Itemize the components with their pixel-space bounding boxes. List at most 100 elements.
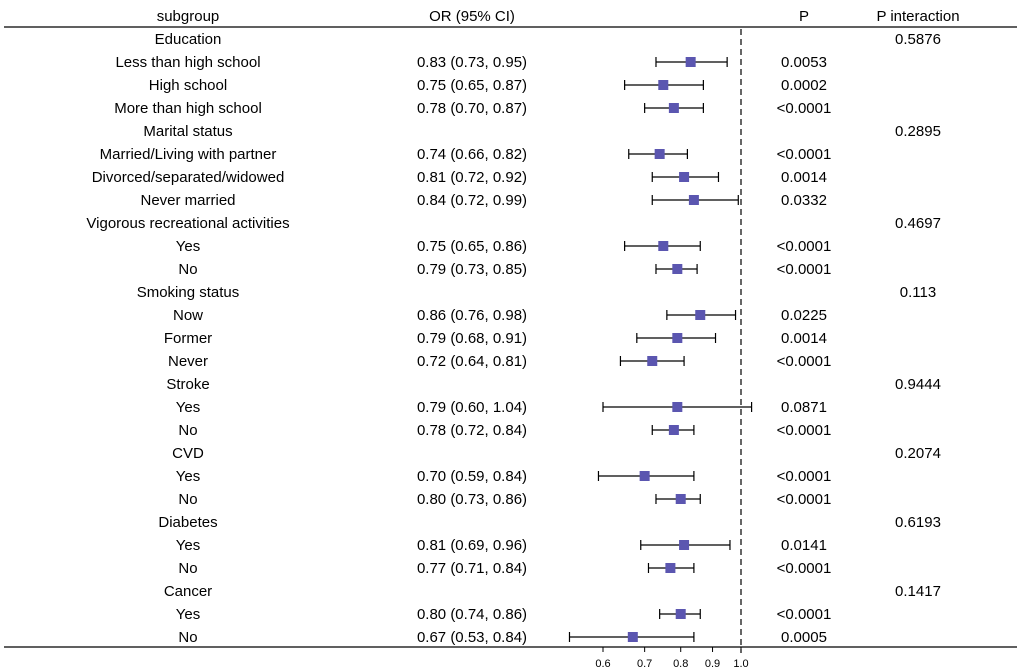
table-row: No 0.77 (0.71, 0.84) <0.0001	[178, 560, 831, 577]
or-point-marker	[672, 264, 683, 274]
header-row: subgroup OR (95% CI) P P interaction	[157, 8, 960, 25]
group-label: CVD	[172, 445, 204, 462]
subgroup-label: Yes	[176, 606, 200, 623]
or-ci-value: 0.81 (0.72, 0.92)	[417, 169, 527, 186]
x-tick-label: 1.0	[733, 658, 748, 670]
or-point-marker	[665, 563, 676, 573]
or-point-marker	[672, 333, 683, 343]
subgroup-label: Yes	[176, 537, 200, 554]
group-label: Stroke	[166, 376, 209, 393]
or-point-marker	[668, 425, 679, 435]
x-tick-label: 0.8	[673, 658, 688, 670]
or-ci-value: 0.78 (0.70, 0.87)	[417, 100, 527, 117]
p-value: <0.0001	[777, 560, 832, 577]
subgroup-label: Yes	[176, 399, 200, 416]
or-point-marker	[679, 540, 690, 550]
or-point-marker	[675, 494, 686, 504]
or-point-marker	[675, 609, 686, 619]
or-column-header: OR (95% CI)	[429, 8, 515, 25]
or-ci-value: 0.75 (0.65, 0.86)	[417, 238, 527, 255]
subgroup-label: High school	[149, 77, 227, 94]
or-ci-value: 0.77 (0.71, 0.84)	[417, 560, 527, 577]
p-interaction-value: 0.6193	[895, 514, 941, 531]
subgroup-label: Married/Living with partner	[100, 146, 277, 163]
group-header-row: Vigorous recreational activities 0.4697	[86, 215, 941, 232]
table-row: Yes 0.79 (0.60, 1.04) 0.0871	[176, 399, 827, 416]
or-ci-value: 0.78 (0.72, 0.84)	[417, 422, 527, 439]
subgroup-label: Less than high school	[115, 54, 260, 71]
or-ci-value: 0.83 (0.73, 0.95)	[417, 54, 527, 71]
table-row: No 0.80 (0.73, 0.86) <0.0001	[178, 491, 831, 508]
table-row: No 0.78 (0.72, 0.84) <0.0001	[178, 422, 831, 439]
or-point-marker	[639, 471, 650, 481]
table-row: Married/Living with partner 0.74 (0.66, 0…	[100, 146, 832, 163]
or-ci-value: 0.86 (0.76, 0.98)	[417, 307, 527, 324]
p-value: <0.0001	[777, 606, 832, 623]
subgroup-label: More than high school	[114, 100, 262, 117]
or-point-marker	[668, 103, 679, 113]
or-ci-value: 0.72 (0.64, 0.81)	[417, 353, 527, 370]
p-value: <0.0001	[777, 422, 832, 439]
subgroup-label: No	[178, 629, 197, 646]
group-label: Marital status	[143, 123, 232, 140]
table-row: Yes 0.80 (0.74, 0.86) <0.0001	[176, 606, 832, 623]
group-label: Vigorous recreational activities	[86, 215, 289, 232]
group-header-row: Stroke 0.9444	[166, 376, 941, 393]
table-row: Never 0.72 (0.64, 0.81) <0.0001	[168, 353, 831, 370]
x-axis-ticks: 0.6 0.7 0.8 0.9 1.0	[595, 647, 749, 670]
group-label: Cancer	[164, 583, 212, 600]
p-value: 0.0053	[781, 54, 827, 71]
p-interaction-value: 0.4697	[895, 215, 941, 232]
or-point-marker	[658, 241, 669, 251]
p-interaction-value: 0.5876	[895, 31, 941, 48]
subgroup-label: No	[178, 261, 197, 278]
or-point-marker	[672, 402, 683, 412]
group-label: Diabetes	[158, 514, 217, 531]
x-tick-label: 0.7	[637, 658, 652, 670]
group-header-row: Diabetes 0.6193	[158, 514, 941, 531]
p-column-header: P	[799, 8, 809, 25]
p-value: 0.0332	[781, 192, 827, 209]
or-point-marker	[688, 195, 699, 205]
subgroup-label: Never	[168, 353, 208, 370]
p-value: <0.0001	[777, 146, 832, 163]
p-value: <0.0001	[777, 353, 832, 370]
or-point-marker	[647, 356, 658, 366]
subgroup-label: No	[178, 491, 197, 508]
table-row: No 0.67 (0.53, 0.84) 0.0005	[178, 629, 827, 646]
group-header-row: Marital status 0.2895	[143, 123, 941, 140]
p-value: <0.0001	[777, 238, 832, 255]
table-row: Never married 0.84 (0.72, 0.99) 0.0332	[140, 192, 826, 209]
or-point-marker	[658, 80, 669, 90]
p-value: 0.0225	[781, 307, 827, 324]
subgroup-label: Yes	[176, 468, 200, 485]
table-row: High school 0.75 (0.65, 0.87) 0.0002	[149, 77, 827, 94]
p-value: 0.0014	[781, 330, 827, 347]
subgroup-label: Yes	[176, 238, 200, 255]
group-header-row: CVD 0.2074	[172, 445, 941, 462]
or-ci-value: 0.79 (0.60, 1.04)	[417, 399, 527, 416]
subgroup-label: Never married	[140, 192, 235, 209]
table-row: Divorced/separated/widowed 0.81 (0.72, 0.…	[92, 169, 827, 186]
or-ci-value: 0.75 (0.65, 0.87)	[417, 77, 527, 94]
x-tick-label: 0.9	[705, 658, 720, 670]
p-interaction-value: 0.2074	[895, 445, 941, 462]
or-ci-value: 0.80 (0.74, 0.86)	[417, 606, 527, 623]
or-point-marker	[679, 172, 690, 182]
p-value: 0.0002	[781, 77, 827, 94]
or-point-marker	[695, 310, 706, 320]
or-ci-value: 0.80 (0.73, 0.86)	[417, 491, 527, 508]
p-interaction-value: 0.113	[900, 284, 936, 301]
or-point-marker	[654, 149, 665, 159]
table-row: Less than high school 0.83 (0.73, 0.95) 0.…	[115, 54, 827, 71]
group-header-row: Education 0.5876	[155, 31, 941, 48]
subgroup-label: No	[178, 560, 197, 577]
group-label: Education	[155, 31, 222, 48]
table-rows: Education 0.5876 Less than high school 0.83…	[86, 31, 941, 646]
subgroup-label: Divorced/separated/widowed	[92, 169, 285, 186]
x-tick-label: 0.6	[595, 658, 610, 670]
p-value: <0.0001	[777, 261, 832, 278]
or-ci-value: 0.67 (0.53, 0.84)	[417, 629, 527, 646]
or-point-marker	[627, 632, 638, 642]
